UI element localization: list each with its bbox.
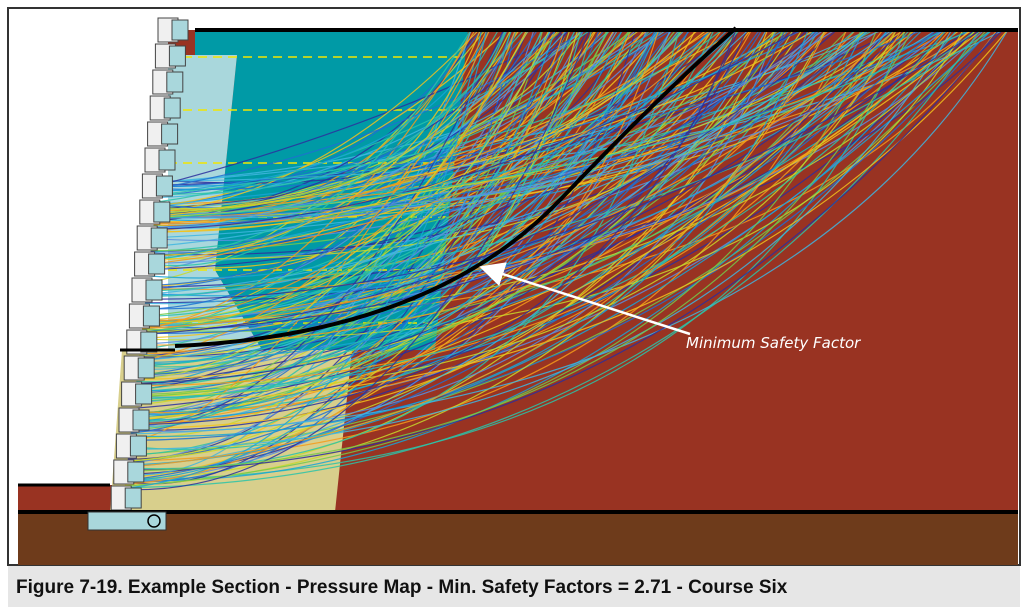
wall-block-core — [149, 254, 165, 274]
wall-block-core — [162, 124, 178, 144]
wall-block-core — [125, 488, 141, 508]
figure: Minimum Safety Factor Figure 7-19. Examp… — [0, 0, 1031, 607]
wall-block-core — [172, 20, 188, 40]
wall-block-core — [133, 410, 149, 430]
wall-block-core — [151, 228, 167, 248]
wall-block-core — [159, 150, 175, 170]
wall-block-core — [136, 384, 152, 404]
caption-bar: Figure 7-19. Example Section - Pressure … — [8, 566, 1020, 607]
section-drawing: Minimum Safety Factor — [0, 0, 1031, 566]
wall-block-core — [146, 280, 162, 300]
foundation-soil — [18, 512, 1018, 565]
wall-block-core — [156, 176, 172, 196]
wall-block-core — [167, 72, 183, 92]
wall-block-core — [164, 98, 180, 118]
wall-block-core — [169, 46, 185, 66]
wall-block-core — [138, 358, 154, 378]
wall-block-core — [128, 462, 144, 482]
caption: Figure 7-19. Example Section - Pressure … — [16, 577, 787, 599]
annotation: Minimum Safety Factor — [686, 334, 861, 352]
wall-block-core — [130, 436, 146, 456]
wall-block-core — [143, 306, 159, 326]
wall-block-core — [154, 202, 170, 222]
